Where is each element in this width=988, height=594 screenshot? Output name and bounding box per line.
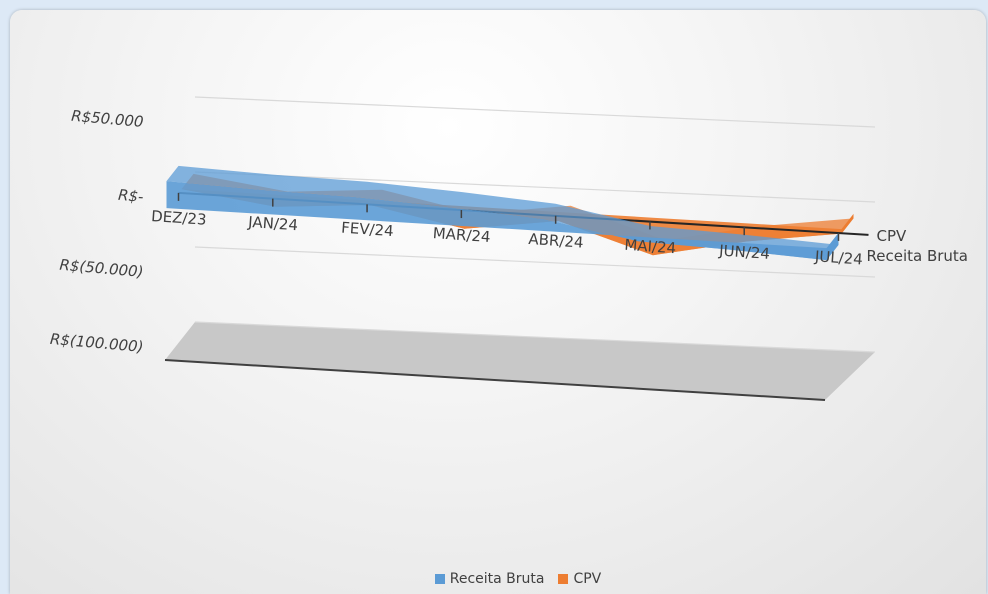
cpv-end-cap [841, 213, 854, 234]
y-tick-label: R$50.000 [70, 107, 144, 131]
series-axis-label-receita: Receita Bruta [867, 247, 969, 265]
x-tick-label: JUL/24 [813, 247, 863, 268]
x-tick-label: MAI/24 [624, 236, 677, 258]
y-tick-label: R$(50.000) [59, 256, 144, 281]
y-tick-label: R$- [117, 186, 144, 206]
receita-top-surface [166, 165, 839, 261]
legend-swatch-cpv [558, 574, 569, 584]
legend-entry-cpv: CPV [558, 571, 601, 587]
x-tick-label: JAN/24 [247, 213, 299, 234]
chart-legend: Receita Bruta CPV [408, 565, 628, 593]
gridline-0 [194, 96, 876, 128]
gridline-1 [194, 171, 876, 203]
chart-area: R$50.000 R$- R$(50.000) R$(100.000) DEZ/23 J… [10, 10, 986, 594]
receita-end-cap [826, 232, 839, 261]
legend-swatch-receita [434, 574, 445, 584]
x-tick-label: ABR/24 [528, 230, 584, 252]
x-tick-label: DEZ/23 [151, 207, 208, 229]
legend-label-receita: Receita Bruta [449, 571, 545, 587]
y-tick-label: R$(100.000) [49, 330, 144, 356]
legend-label-cpv: CPV [573, 571, 602, 587]
gridline-2 [194, 246, 876, 278]
floor-edge [164, 359, 826, 401]
x-tick-label: MAR/24 [432, 224, 491, 246]
receita-front-face [166, 181, 827, 261]
x-tick-label: JUN/24 [718, 241, 771, 263]
series-axis-label-cpv: CPV [877, 227, 908, 245]
x-tick-label: FEV/24 [341, 219, 395, 241]
chart-plot: R$50.000 R$- R$(50.000) R$(100.000) DEZ/23 J… [49, 96, 969, 401]
gridline-3 [194, 321, 876, 353]
legend-entry-receita: Receita Bruta [434, 571, 545, 587]
chart-floor [165, 322, 875, 400]
